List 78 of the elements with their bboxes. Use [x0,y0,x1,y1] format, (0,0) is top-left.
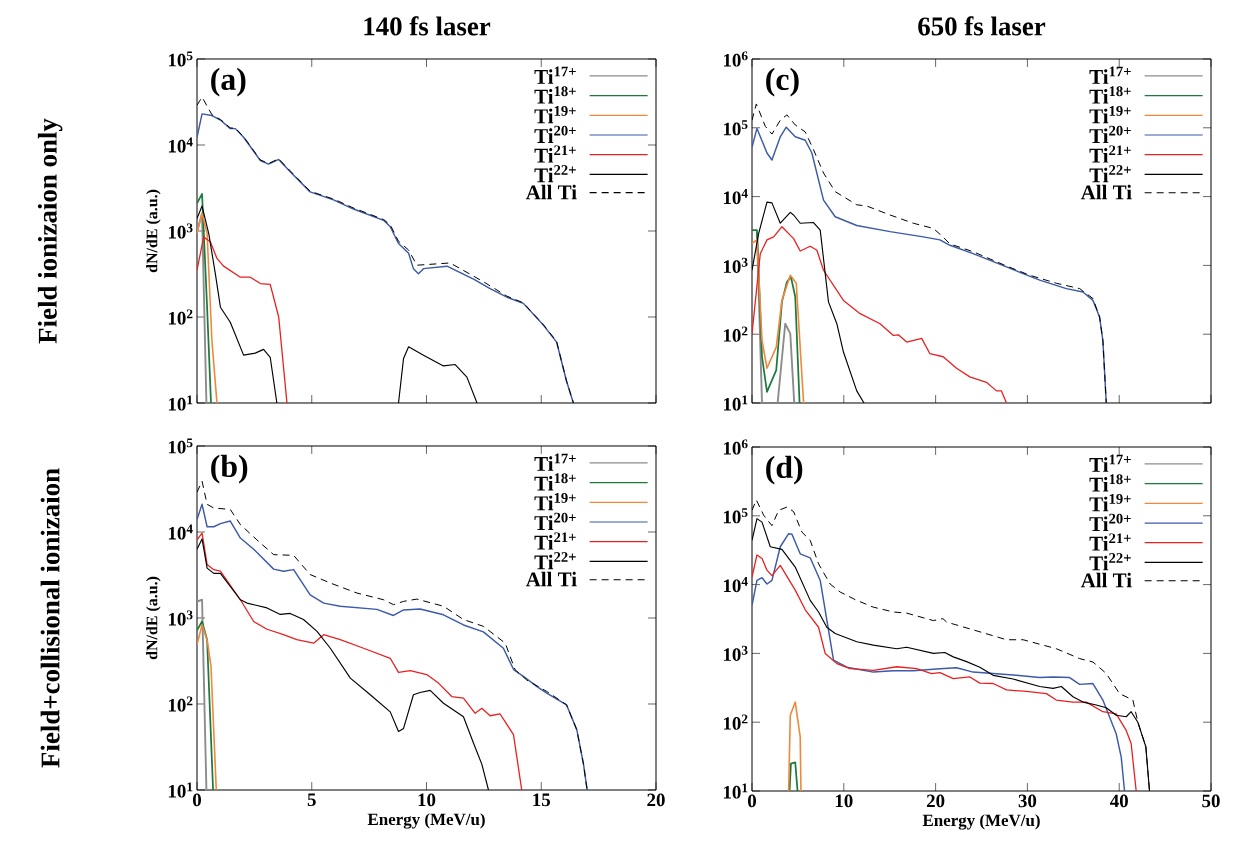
y-tick-label: 10$^{2}$ [723,714,748,730]
y-tick-label: 10$^{1}$ [168,782,193,798]
legend-label: Ti$^{17+}$ [1089,454,1131,472]
legend-label: Ti$^{22+}$ [1089,165,1131,183]
y-tick-label: 10$^{1}$ [723,783,748,799]
legend-label: Ti$^{21+}$ [534,532,576,550]
y-tick-label: 10$^{2}$ [168,309,193,325]
legend-label: Ti$^{19+}$ [1089,105,1131,124]
x-tick-label: 0 [748,794,757,808]
y-tick-label: 10$^{3}$ [168,223,193,239]
x-tick-label: 10 [418,793,436,807]
legend-label: Ti$^{21+}$ [534,145,576,163]
y-tick-label: 10$^{4}$ [168,524,193,540]
y-tick-label: 10$^{3}$ [723,645,748,661]
x-tick-label: 5 [307,793,316,807]
x-tick-label: 15 [533,793,551,807]
annotation: (d) [766,455,803,485]
legend-label: Ti$^{18+}$ [1089,474,1131,492]
legend-label: Ti$^{22+}$ [534,165,576,183]
legend-label: Ti$^{19+}$ [1089,494,1131,512]
line-series [787,701,802,791]
legend-label: Ti$^{21+}$ [1089,533,1131,551]
x-tick-label: 40 [1110,794,1128,808]
legend-label: Ti$^{17+}$ [534,66,576,84]
legend-label: All Ti [1080,184,1132,200]
legend-label: Ti$^{19+}$ [534,105,576,124]
y-tick-label: 10$^{1}$ [723,395,748,411]
line-series [197,212,218,403]
legend-label: Ti$^{20+}$ [534,512,576,530]
x-tick-label: 0 [192,793,201,807]
chart-title: 140 fs laser [364,16,491,36]
annotation: (c) [766,67,799,97]
x-tick-label: 20 [647,793,665,807]
y-tick-label: 10$^{6}$ [723,439,748,455]
y-tick-label: 10$^{6}$ [723,51,748,67]
legend-label: Ti$^{20+}$ [1089,125,1131,143]
legend-label: All Ti [525,571,577,587]
y-tick-label: 10$^{3}$ [723,257,748,273]
legend-label: Ti$^{22+}$ [1089,553,1131,571]
y-tick-label: 10$^{3}$ [168,610,193,626]
y-tick-label: 10$^{2}$ [168,696,193,712]
legend-label: All Ti [1080,572,1132,588]
x-axis-title: Energy (MeV/u) [367,813,485,829]
legend-label: Ti$^{21+}$ [1089,145,1131,163]
x-tick-label: 20 [926,794,945,808]
legend-label: Ti$^{20+}$ [534,125,576,143]
legend-label: Ti$^{20+}$ [1089,513,1131,531]
y-axis-title: dN/dE (a.u.) [146,576,161,660]
y-tick-label: 10$^{5}$ [168,51,193,67]
legend-label: Ti$^{17+}$ [534,453,576,471]
y-tick-label: 10$^{4}$ [723,577,748,593]
legend-label: Ti$^{18+}$ [1089,86,1131,104]
line-series [197,236,288,403]
y-tick-label: 10$^{4}$ [168,137,193,153]
text: Field ionizaion only [37,118,63,344]
legend-label: Ti$^{18+}$ [534,473,576,491]
y-tick-label: 10$^{2}$ [723,326,748,342]
legend-label: Ti$^{22+}$ [534,552,576,570]
text: Field+collisional ionizaion [40,468,60,768]
legend-label: Ti$^{18+}$ [534,86,576,104]
x-tick-label: 50 [1202,794,1220,808]
line-series [752,226,1008,403]
y-axis-title: dN/dE (a.u.) [146,189,161,273]
annotation: (a) [211,67,246,97]
legend-label: All Ti [525,184,577,200]
y-tick-label: 10$^{4}$ [723,189,748,205]
y-tick-label: 10$^{1}$ [168,395,193,411]
chart-title: 650 fs laser [918,16,1046,36]
y-tick-label: 10$^{5}$ [168,438,193,454]
y-tick-label: 10$^{5}$ [723,120,748,136]
x-tick-label: 30 [1018,794,1037,808]
x-tick-label: 10 [835,794,853,808]
legend-label: Ti$^{19+}$ [534,492,576,511]
x-axis-title: Energy (MeV/u) [922,814,1040,830]
annotation: (b) [211,454,248,484]
legend-label: Ti$^{17+}$ [1089,66,1131,84]
y-tick-label: 10$^{5}$ [723,508,748,524]
line-series [197,193,212,403]
